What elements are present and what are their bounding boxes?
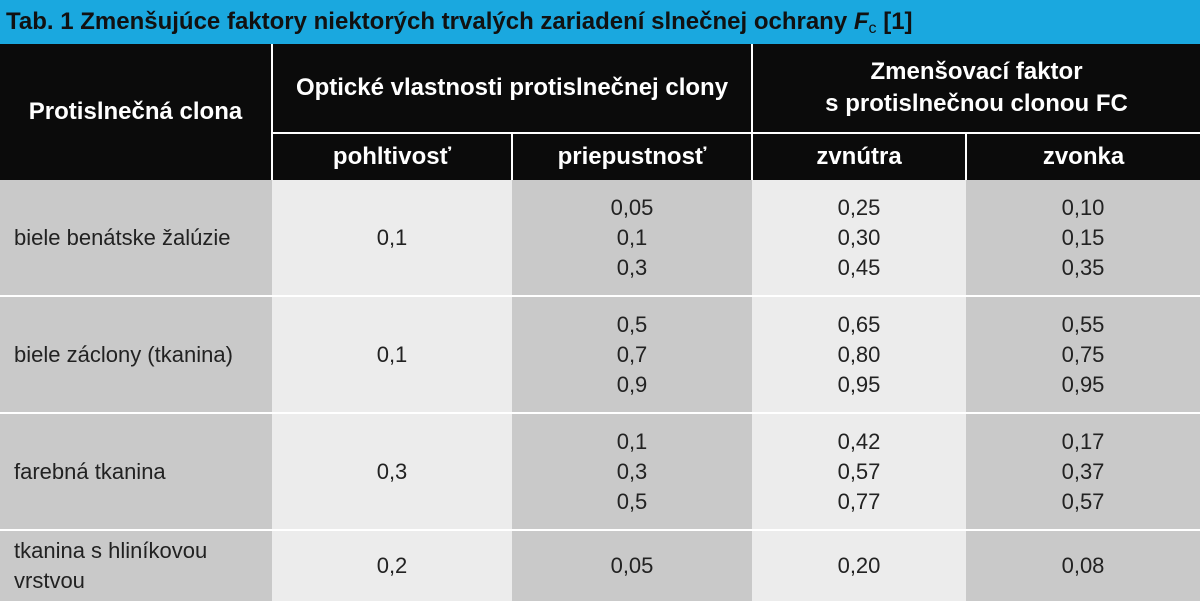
row-label: biele benátske žalúzie [0, 180, 272, 297]
cell-inside: 0,20 [752, 530, 966, 603]
header-shading-device: Protislnečná clona [0, 44, 273, 180]
cell-outside: 0,17 0,37 0,57 [966, 413, 1200, 531]
table-row: biele záclony (tkanina) 0,1 0,5 0,7 0,9 … [0, 296, 1200, 414]
cell-inside: 0,65 0,80 0,95 [752, 296, 966, 414]
table-row: biele benátske žalúzie 0,1 0,05 0,1 0,3 … [0, 180, 1200, 297]
table-row: farebná tkanina 0,3 0,1 0,3 0,5 0,42 0,5… [0, 413, 1200, 531]
cell-absorb: 0,2 [272, 530, 512, 603]
title-text: Tab. 1 Zmenšujúce faktory niektorých trv… [6, 8, 854, 35]
cell-inside: 0,25 0,30 0,45 [752, 180, 966, 297]
table-title: Tab. 1 Zmenšujúce faktory niektorých trv… [0, 0, 1200, 44]
cell-trans: 0,05 0,1 0,3 [512, 180, 752, 297]
cell-trans: 0,05 [512, 530, 752, 603]
cell-outside: 0,08 [966, 530, 1200, 603]
header-outside: zvonka [966, 133, 1200, 180]
cell-trans: 0,1 0,3 0,5 [512, 413, 752, 531]
cell-outside: 0,10 0,15 0,35 [966, 180, 1200, 297]
cell-inside: 0,42 0,57 0,77 [752, 413, 966, 531]
header-absorptance: pohltivosť [272, 133, 513, 180]
cell-trans: 0,5 0,7 0,9 [512, 296, 752, 414]
title-symbol: Fc [853, 8, 877, 37]
row-label: biele záclony (tkanina) [0, 296, 272, 414]
cell-absorb: 0,3 [272, 413, 512, 531]
title-reference: [1] [876, 8, 913, 35]
header-optical-properties: Optické vlastnosti protislnečnej clony [272, 44, 753, 134]
cell-absorb: 0,1 [272, 296, 512, 414]
cell-absorb: 0,1 [272, 180, 512, 297]
row-label: farebná tkanina [0, 413, 272, 531]
row-label: tkanina s hliníkovou vrstvou [0, 530, 272, 603]
header-inside: zvnútra [752, 133, 967, 180]
data-table: Protislnečná clona Optické vlastnosti pr… [0, 44, 1200, 603]
cell-outside: 0,55 0,75 0,95 [966, 296, 1200, 414]
header-reduction-factor: Zmenšovací faktor s protislnečnou clonou… [752, 44, 1200, 134]
table-row: tkanina s hliníkovou vrstvou 0,2 0,05 0,… [0, 530, 1200, 603]
header-transmittance: priepustnosť [512, 133, 753, 180]
